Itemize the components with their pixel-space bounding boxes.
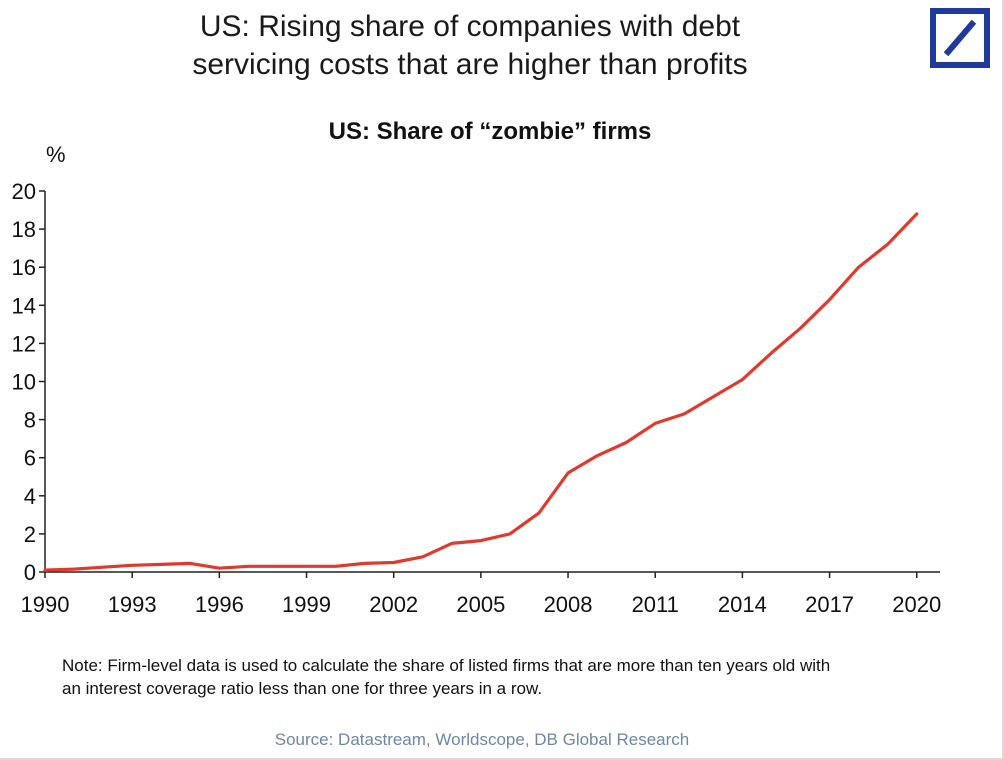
chart-note-line2: an interest coverage ratio less than one…: [62, 679, 543, 698]
x-tick-label: 2011: [632, 592, 679, 617]
x-tick-label: 2020: [892, 592, 941, 617]
x-tick-label: 2014: [718, 592, 767, 617]
x-tick-label: 1993: [108, 592, 157, 617]
x-tick-label: 1990: [21, 592, 70, 617]
x-tick-label: 2005: [456, 592, 505, 617]
y-tick-label: 14: [12, 293, 36, 318]
y-tick-label: 12: [12, 331, 36, 356]
y-tick-label: 8: [24, 408, 36, 433]
y-tick-label: 6: [24, 446, 36, 471]
chart-source: Source: Datastream, Worldscope, DB Globa…: [274, 730, 690, 749]
deutsche-bank-logo-icon: [930, 8, 990, 68]
x-tick-label: 2002: [369, 592, 418, 617]
y-tick-label: 4: [24, 484, 36, 509]
page-title-line2: servicing costs that are higher than pro…: [192, 48, 748, 81]
x-tick-label: 1996: [195, 592, 244, 617]
series-line: [43, 212, 919, 572]
y-tick-label: 0: [24, 560, 36, 585]
chart-title: US: Share of “zombie” firms: [328, 118, 652, 145]
chart-note: Note: Firm-level data is used to calcula…: [62, 654, 992, 700]
y-tick-label: 10: [12, 370, 36, 395]
page-title-line1: US: Rising share of companies with debt: [199, 10, 741, 43]
y-axis-unit-label: %: [46, 142, 66, 167]
x-tick-label: 2008: [544, 592, 593, 617]
page-title: US: Rising share of companies with debt …: [90, 8, 850, 84]
chart-plot: 0 2 4 6 8 10 12 14 16 18 20 1990 1993 1996 1999 2002 200…: [12, 179, 942, 617]
y-tick-label: 18: [12, 217, 36, 242]
y-tick-label: 16: [12, 255, 36, 280]
chart-note-line1: Note: Firm-level data is used to calcula…: [62, 656, 831, 675]
x-tick-label: 2017: [805, 592, 854, 617]
x-tick-label: 1999: [282, 592, 331, 617]
y-tick-label: 2: [24, 522, 36, 547]
y-tick-label: 20: [12, 179, 36, 204]
